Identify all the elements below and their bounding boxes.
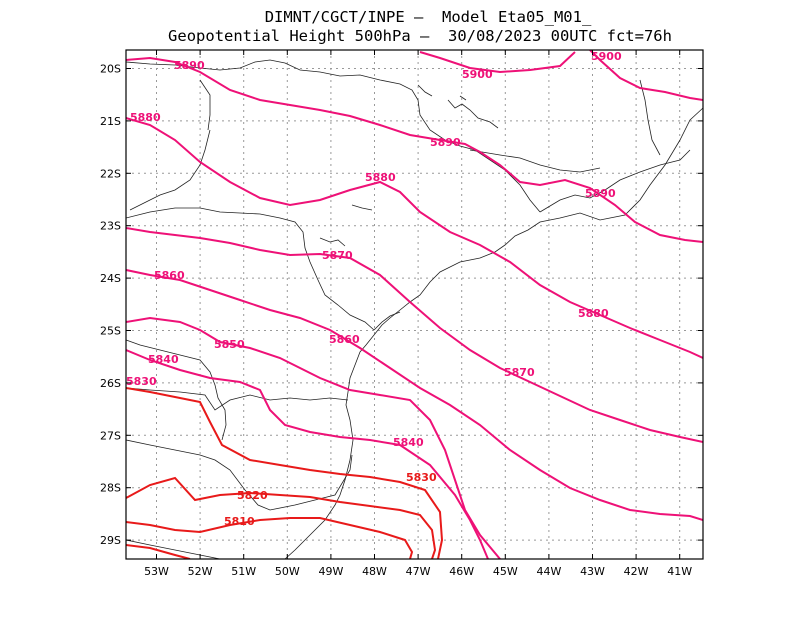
lake-small-b — [417, 84, 433, 97]
contour-5860 — [126, 269, 703, 521]
contour-label: 5890 — [585, 187, 616, 200]
lake-itaipu — [319, 237, 346, 247]
contour-5900 — [419, 51, 576, 74]
contour-label: 5900 — [591, 50, 622, 63]
contour-5870 — [126, 227, 703, 443]
tick-label-lat: 21S — [100, 115, 121, 128]
contour-label: 5880 — [130, 111, 161, 124]
contour-label: 5840 — [393, 436, 424, 449]
bay-paranagua — [373, 311, 401, 331]
contour-5880 — [126, 117, 703, 359]
contour-labels: 5900 5900 5890 5890 5890 5880 5880 5880 … — [126, 50, 622, 528]
contour-label: 5880 — [365, 171, 396, 184]
contour-label: 5870 — [504, 366, 535, 379]
contour-label: 5830 — [406, 471, 437, 484]
state-border-mg-sp — [126, 59, 541, 213]
contour-label: 5890 — [430, 136, 461, 149]
contour-5850 — [126, 316, 501, 559]
contour-5830 — [126, 387, 444, 559]
tick-label-lat: 27S — [100, 429, 121, 442]
border-uruguay — [126, 539, 221, 559]
plot-frame — [125, 49, 704, 560]
contour-5890 — [126, 56, 703, 243]
gridlines — [126, 50, 703, 559]
contour-label: 5820 — [237, 489, 268, 502]
contour-label: 5840 — [148, 353, 179, 366]
contour-5840 — [126, 349, 489, 559]
tick-label-lon: 47W — [406, 565, 431, 578]
tick-label-lat: 20S — [100, 63, 121, 76]
state-border-sp-pr — [126, 207, 375, 331]
tick-label-lat: 29S — [100, 534, 121, 547]
chart-title-line1: DIMNT/CGCT/INPE – Model Eta05_M01_ — [264, 8, 592, 26]
tick-label-lon: 41W — [667, 565, 692, 578]
contour-lines — [126, 50, 703, 559]
state-border-sc-rs — [126, 439, 353, 511]
map-outlines — [126, 59, 703, 559]
state-border-pr-sc — [126, 387, 349, 411]
coastline — [284, 107, 703, 559]
tick-label-lon: 53W — [144, 565, 169, 578]
tick-label-lon: 49W — [318, 565, 343, 578]
contour-label: 5880 — [578, 307, 609, 320]
contour-label: 5860 — [154, 269, 185, 282]
tick-label-lat: 24S — [100, 272, 121, 285]
contour-5800 — [126, 544, 191, 559]
contour-label: 5850 — [214, 338, 245, 351]
state-border-es — [639, 79, 661, 156]
lake-small — [351, 204, 373, 211]
state-border-mg-rj — [469, 149, 601, 173]
contour-label: 5900 — [462, 68, 493, 81]
tick-label-lon: 46W — [449, 565, 474, 578]
contour-label: 5890 — [174, 59, 205, 72]
contour-label: 5860 — [329, 333, 360, 346]
tick-label-lon: 51W — [231, 565, 256, 578]
tick-label-lon: 48W — [362, 565, 387, 578]
contour-5810 — [126, 517, 414, 559]
tick-label-lat: 23S — [100, 220, 121, 233]
tick-label-lon: 50W — [275, 565, 300, 578]
contour-5820 — [126, 476, 437, 559]
tick-label-lon: 44W — [536, 565, 561, 578]
state-border-rj-es — [539, 149, 691, 213]
tick-label-lon: 43W — [580, 565, 605, 578]
tick-label-lat: 25S — [100, 325, 121, 338]
river-grande — [199, 79, 211, 131]
tick-label-lat: 26S — [100, 377, 121, 390]
axes: 53W 52W 51W 50W 49W 48W 47W 46W 45W 44W 43W 42W 41W 2… — [100, 50, 703, 578]
contour-label: 5870 — [322, 249, 353, 262]
contour-5900b — [589, 50, 703, 101]
tick-label-lon: 52W — [188, 565, 213, 578]
chart-title-line2: Geopotential Height 500hPa – 30/08/2023 … — [168, 27, 672, 45]
tick-label-lon: 45W — [493, 565, 518, 578]
tick-label-lat: 28S — [100, 482, 121, 495]
border-argentina — [126, 339, 227, 441]
river-parana — [129, 129, 211, 211]
lake-furnas — [447, 95, 499, 129]
tick-label-lon: 42W — [624, 565, 649, 578]
tick-label-lat: 22S — [100, 167, 121, 180]
contour-label: 5810 — [224, 515, 255, 528]
contour-label: 5830 — [126, 375, 157, 388]
